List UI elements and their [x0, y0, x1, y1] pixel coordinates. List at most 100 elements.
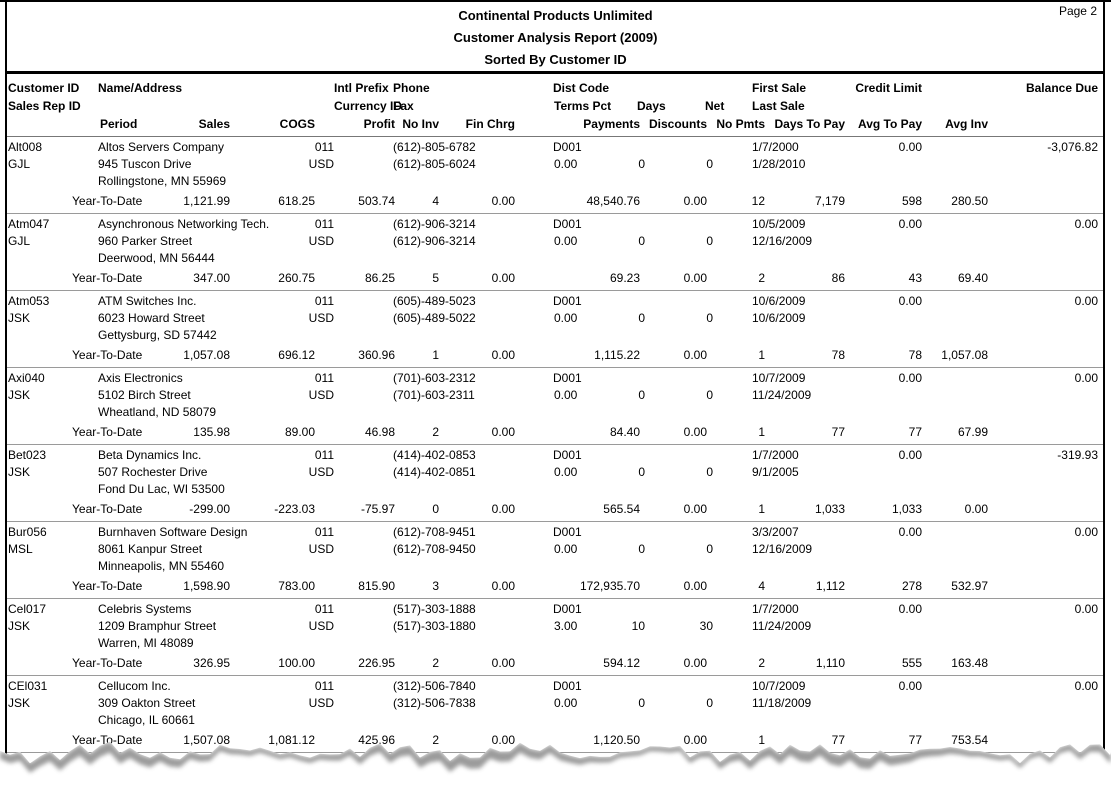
ytd-no-pmts: 1: [758, 425, 765, 439]
report-sort-subtitle: Sorted By Customer ID: [484, 52, 627, 67]
fax-value: (312)-506-7838: [393, 696, 476, 710]
first-sale-value: 3/3/2007: [752, 525, 799, 539]
last-sale-value: 11/24/2009: [752, 388, 812, 402]
intl-prefix-value: 011: [314, 448, 334, 462]
fax-value: (701)-603-2311: [393, 388, 475, 402]
ytd-payments: 48,540.76: [586, 194, 640, 208]
customer-id: Atm053: [8, 294, 50, 308]
currency-id-value: USD: [308, 388, 334, 402]
ytd-profit: 226.95: [358, 656, 395, 670]
phone-value: (612)-708-9451: [393, 525, 476, 539]
first-sale-value: 1/7/2000: [752, 448, 799, 462]
ytd-profit: 86.25: [364, 271, 395, 285]
currency-id-value: USD: [308, 311, 334, 325]
ytd-discounts: 0.00: [683, 271, 707, 285]
ytd-cogs: 696.12: [278, 348, 315, 362]
sales-rep-id: JSK: [8, 619, 31, 633]
ytd-days-to-pay: 1,033: [814, 502, 845, 516]
ytd-no-pmts: 12: [751, 194, 765, 208]
header-profit: Profit: [363, 117, 395, 131]
ytd-avg-inv: 0.00: [964, 502, 988, 516]
ytd-fin-chrg: 0.00: [491, 502, 515, 516]
phone-value: (612)-805-6782: [393, 140, 476, 154]
ytd-no-pmts: 1: [758, 502, 765, 516]
customer-name: Cellucom Inc.: [98, 679, 171, 693]
period-label: Year-To-Date: [72, 194, 143, 208]
header-phone: Phone: [393, 81, 430, 95]
page-border-left: [5, 0, 7, 764]
balance-due-value: 0.00: [1074, 602, 1098, 616]
last-sale-value: 9/1/2005: [752, 465, 799, 479]
header-terms-pct: Terms Pct: [554, 99, 612, 113]
balance-due-value: 0.00: [1074, 217, 1098, 231]
report-company-title: Continental Products Unlimited: [458, 8, 653, 23]
ytd-avg-to-pay: 278: [901, 579, 922, 593]
header-days: Days: [637, 99, 666, 113]
ytd-no-pmts: 2: [758, 271, 765, 285]
customer-id: CEl031: [8, 679, 48, 693]
credit-limit-value: 0.00: [898, 525, 922, 539]
days-value: 0: [638, 542, 645, 556]
fax-value: (605)-489-5022: [393, 311, 476, 325]
block-divider: [7, 521, 1103, 522]
customer-block: Alt008 Altos Servers Company 011 (612)-8…: [0, 139, 1111, 216]
ytd-fin-chrg: 0.00: [491, 733, 515, 747]
days-value: 0: [638, 157, 645, 171]
customer-id: Alt008: [8, 140, 43, 154]
ytd-cogs: 89.00: [284, 425, 315, 439]
ytd-sales: 1,598.90: [183, 579, 230, 593]
customer-city: Fond Du Lac, WI 53500: [98, 482, 225, 496]
sales-rep-id: JSK: [8, 465, 31, 479]
ytd-discounts: 0.00: [683, 502, 707, 516]
ytd-days-to-pay: 78: [831, 348, 845, 362]
ytd-cogs: 100.00: [278, 656, 315, 670]
intl-prefix-value: 011: [314, 525, 334, 539]
ytd-cogs: 260.75: [278, 271, 315, 285]
terms-pct-value: 0.00: [554, 696, 578, 710]
ytd-discounts: 0.00: [683, 656, 707, 670]
days-value: 0: [638, 465, 645, 479]
customer-city: Rollingstone, MN 55969: [98, 174, 227, 188]
currency-id-value: USD: [308, 465, 334, 479]
intl-prefix-value: 011: [314, 217, 334, 231]
ytd-no-inv: 1: [432, 348, 439, 362]
customer-city: Warren, MI 48089: [98, 636, 194, 650]
ytd-discounts: 0.00: [683, 733, 707, 747]
ytd-profit: 503.74: [358, 194, 395, 208]
header-rule-bottom: [7, 136, 1103, 137]
header-intl-prefix: Intl Prefix: [334, 81, 389, 95]
ytd-cogs: 783.00: [278, 579, 315, 593]
first-sale-value: 10/7/2009: [752, 371, 806, 385]
ytd-days-to-pay: 77: [831, 733, 845, 747]
terms-pct-value: 0.00: [554, 388, 578, 402]
ytd-profit: 815.90: [358, 579, 395, 593]
intl-prefix-value: 011: [314, 294, 334, 308]
block-divider: [7, 213, 1103, 214]
ytd-payments: 172,935.70: [579, 579, 640, 593]
customer-block: CEl031 Cellucom Inc. 011 (312)-506-7840 …: [0, 678, 1111, 755]
days-value: 0: [638, 696, 645, 710]
ytd-profit: 46.98: [364, 425, 395, 439]
net-value: 0: [706, 388, 713, 402]
customer-block: Atm053 ATM Switches Inc. 011 (605)-489-5…: [0, 293, 1111, 370]
terms-pct-value: 0.00: [554, 465, 578, 479]
customer-block: Cel017 Celebris Systems 011 (517)-303-18…: [0, 601, 1111, 678]
balance-due-value: 0.00: [1074, 525, 1098, 539]
customer-list: Alt008 Altos Servers Company 011 (612)-8…: [0, 139, 1111, 755]
ytd-avg-to-pay: 78: [908, 348, 922, 362]
fax-value: (612)-906-3214: [393, 234, 476, 248]
page-number: Page 2: [1058, 4, 1097, 18]
net-value: 0: [706, 157, 713, 171]
currency-id-value: USD: [308, 542, 334, 556]
terms-pct-value: 0.00: [554, 311, 578, 325]
net-value: 0: [706, 465, 713, 479]
header-sales-rep-id: Sales Rep ID: [8, 99, 81, 113]
balance-due-value: 0.00: [1074, 679, 1098, 693]
dist-code-value: D001: [553, 217, 582, 231]
ytd-fin-chrg: 0.00: [491, 425, 515, 439]
ytd-payments: 594.12: [603, 656, 640, 670]
ytd-fin-chrg: 0.00: [491, 348, 515, 362]
page-border-right: [1103, 0, 1105, 764]
customer-name: ATM Switches Inc.: [98, 294, 197, 308]
block-divider: [7, 367, 1103, 368]
